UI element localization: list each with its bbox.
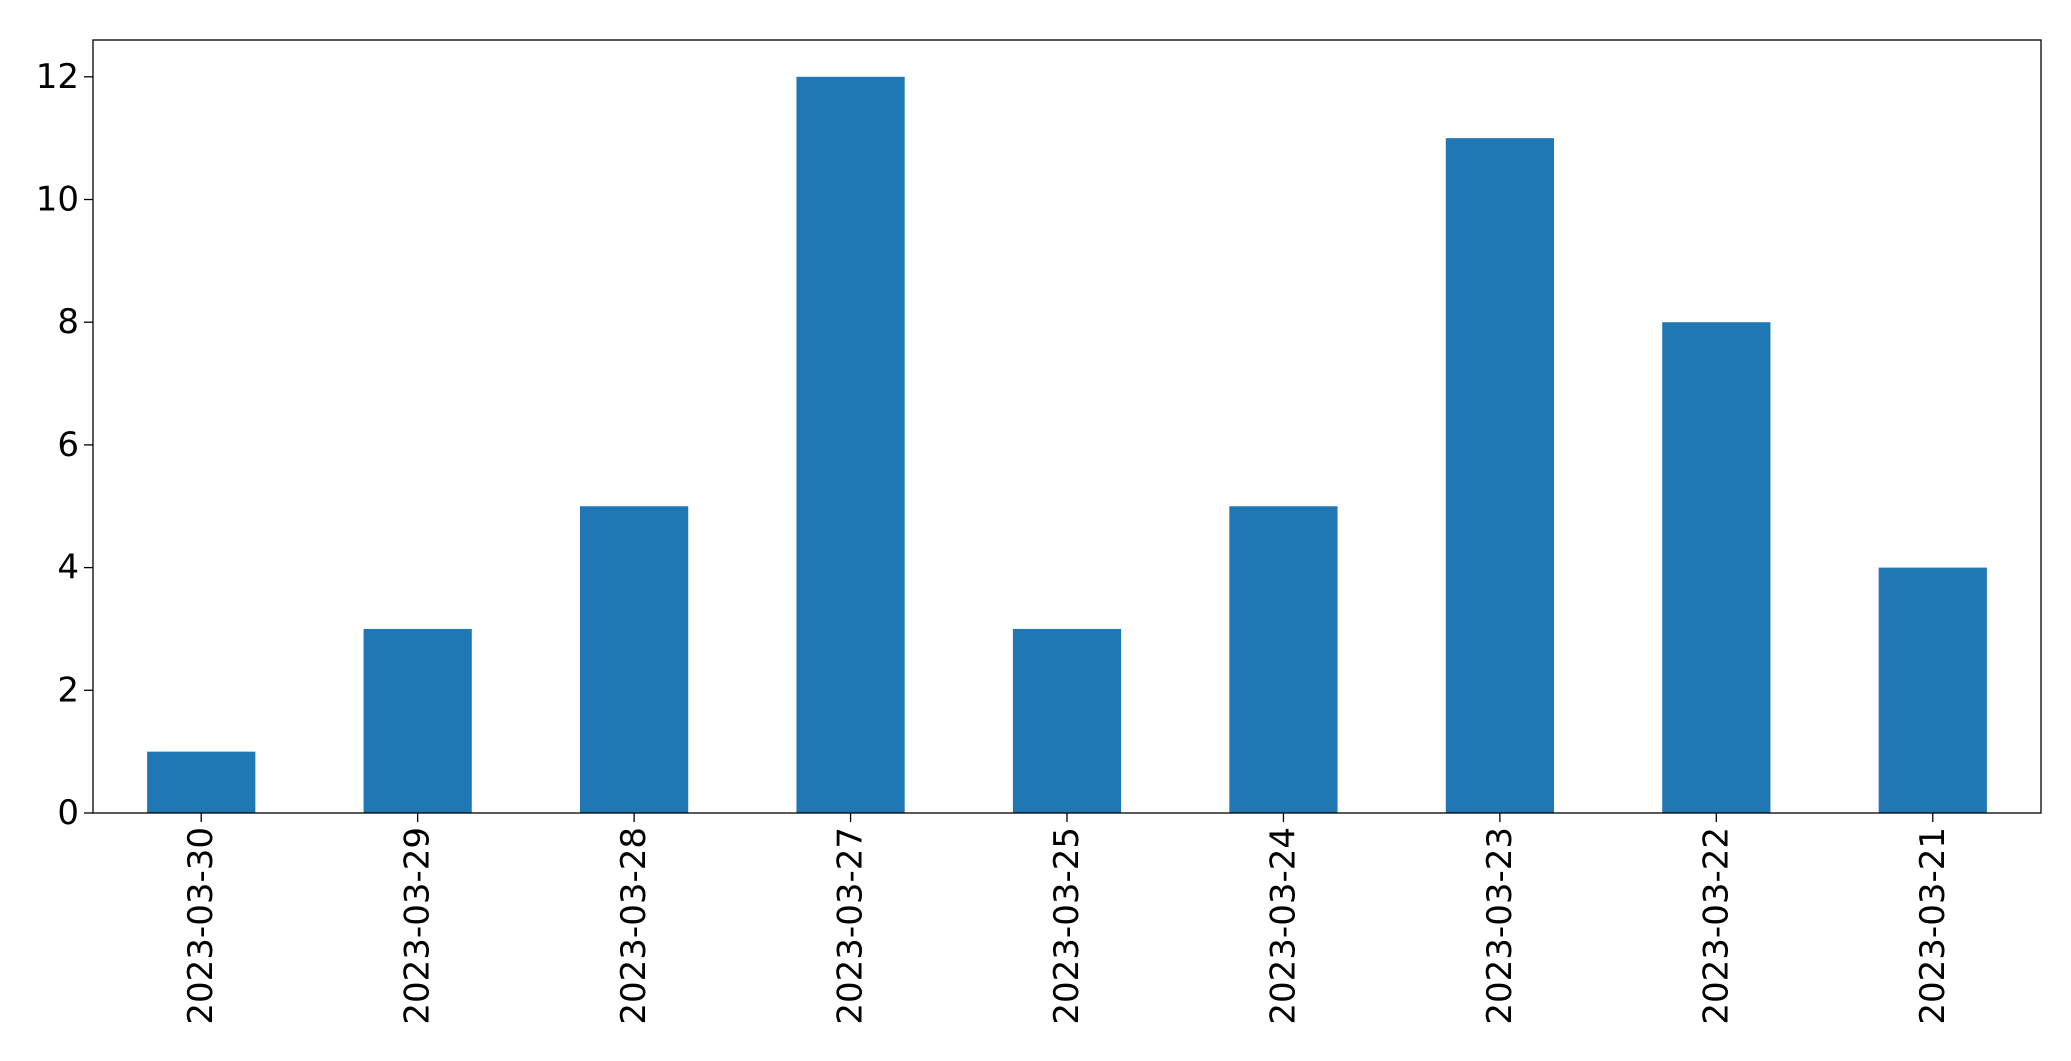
x-tick-label: 2023-03-23 xyxy=(1480,827,1520,1025)
bar-2023-03-25 xyxy=(1012,628,1122,813)
x-axis: 2023-03-30 2023-03-29 2023-03-28 2023-03-27… xyxy=(181,813,1953,1025)
bar-2023-03-27 xyxy=(796,76,905,814)
bars-group xyxy=(147,76,1987,814)
bar-2023-03-23 xyxy=(1445,138,1554,813)
y-tick-label: 2 xyxy=(57,670,79,710)
x-tick-label: 2023-03-28 xyxy=(614,827,654,1025)
x-tick-label: 2023-03-25 xyxy=(1047,827,1087,1025)
x-tick-label: 2023-03-22 xyxy=(1696,827,1736,1025)
bar-2023-03-21 xyxy=(1878,567,1987,813)
y-tick-label: 0 xyxy=(57,793,79,833)
y-tick-label: 6 xyxy=(57,425,79,465)
x-tick-label: 2023-03-27 xyxy=(831,827,871,1025)
y-tick-label: 8 xyxy=(57,302,79,342)
y-tick-label: 12 xyxy=(36,57,79,97)
y-axis: 0 2 4 6 8 10 12 xyxy=(36,57,93,833)
y-tick-label: 10 xyxy=(36,180,79,220)
bar-2023-03-30 xyxy=(147,751,256,813)
x-tick-label: 2023-03-24 xyxy=(1263,827,1303,1025)
bar-2023-03-29 xyxy=(363,628,472,813)
bar-2023-03-24 xyxy=(1229,506,1338,813)
x-tick-label: 2023-03-21 xyxy=(1913,827,1953,1025)
x-tick-label: 2023-03-29 xyxy=(398,827,438,1025)
plot-frame xyxy=(92,39,2042,814)
y-tick-label: 4 xyxy=(57,548,79,588)
bar-2023-03-22 xyxy=(1662,322,1771,813)
x-tick-label: 2023-03-30 xyxy=(181,827,221,1025)
bar-2023-03-28 xyxy=(580,506,689,813)
